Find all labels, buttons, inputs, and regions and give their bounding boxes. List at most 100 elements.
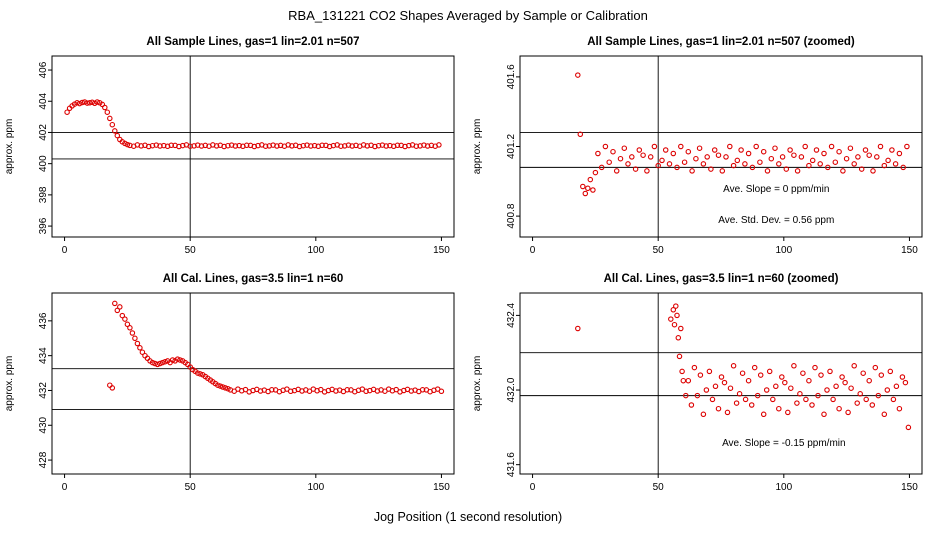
data-point — [806, 377, 812, 384]
data-point — [739, 370, 746, 376]
data-point — [753, 143, 759, 150]
data-point — [197, 371, 203, 377]
figure-title: RBA_131221 CO2 Shapes Averaged by Sample… — [288, 8, 648, 23]
y-tick-label: 432 — [38, 382, 49, 399]
data-point — [617, 155, 624, 162]
data-point — [666, 161, 673, 167]
y-tick-label: 432.4 — [506, 302, 517, 327]
data-point — [785, 409, 791, 416]
data-point — [800, 370, 806, 376]
data-point — [791, 363, 797, 369]
data-point — [187, 143, 193, 149]
data-point — [124, 141, 131, 148]
data-point — [590, 187, 596, 193]
data-point — [102, 104, 108, 111]
data-point — [668, 316, 674, 322]
data-point — [860, 370, 866, 376]
data-point — [757, 159, 763, 165]
data-point — [704, 154, 710, 160]
data-point — [813, 147, 820, 153]
data-point — [892, 161, 899, 167]
data-point — [134, 340, 141, 347]
data-point — [896, 150, 903, 157]
data-point — [896, 405, 903, 412]
panel-svg: All Cal. Lines, gas=3.5 lin=1 n=60 approx… — [4, 273, 455, 493]
data-point — [900, 164, 906, 171]
data-point — [670, 150, 677, 157]
data-point — [688, 402, 695, 408]
y-tick-label: 396 — [38, 217, 49, 234]
data-point — [803, 396, 809, 403]
data-point — [194, 370, 201, 376]
data-point — [847, 145, 854, 151]
data-point — [881, 411, 888, 418]
data-point — [776, 161, 782, 167]
data-point — [887, 368, 894, 375]
data-point — [827, 368, 833, 375]
y-tick-label: 400 — [38, 155, 49, 172]
data-point — [738, 147, 744, 153]
data-point — [678, 325, 684, 332]
data-point — [877, 143, 884, 150]
data-point — [625, 161, 631, 167]
data-point — [730, 363, 737, 369]
data-point — [300, 142, 307, 149]
data-point — [236, 142, 242, 149]
data-point — [232, 143, 239, 149]
x-tick-label: 50 — [653, 482, 665, 493]
data-point — [582, 190, 589, 197]
data-point — [840, 168, 846, 174]
data-point — [889, 147, 895, 153]
plot-box — [51, 292, 455, 475]
data-point — [580, 183, 586, 190]
y-tick-label: 430 — [38, 416, 49, 433]
data-point — [84, 100, 90, 106]
panel-sample-full: All Sample Lines, gas=1 lin=2.01 n=507 ap… — [0, 30, 468, 267]
data-point — [655, 162, 661, 169]
data-point — [890, 396, 897, 403]
data-point — [610, 148, 616, 155]
x-tick-label: 0 — [62, 482, 68, 493]
y-tick-label: 400.8 — [506, 203, 517, 228]
data-point — [783, 166, 790, 172]
x-tick-label: 50 — [185, 245, 197, 256]
data-point — [751, 364, 758, 371]
data-point — [708, 166, 714, 172]
y-tick-label: 406 — [38, 61, 49, 78]
data-point — [821, 150, 827, 157]
data-point — [855, 154, 861, 160]
data-point — [866, 152, 872, 158]
y-tick-label: 401.2 — [506, 134, 517, 159]
data-point — [577, 131, 584, 138]
data-point — [794, 400, 800, 406]
y-tick-label: 434 — [38, 347, 49, 364]
data-point — [308, 143, 314, 149]
data-point — [137, 345, 143, 351]
data-point — [673, 303, 679, 309]
data-points — [575, 72, 910, 197]
data-point — [748, 402, 755, 408]
data-point — [845, 409, 851, 416]
data-point — [875, 392, 882, 399]
data-point — [114, 307, 121, 314]
data-point — [742, 396, 749, 403]
data-point — [595, 150, 601, 157]
data-point — [706, 368, 713, 375]
data-point — [644, 168, 650, 174]
data-point — [74, 100, 80, 106]
data-point — [881, 162, 888, 169]
data-point — [766, 368, 773, 375]
data-point — [89, 99, 95, 106]
panel-sample-zoomed: All Sample Lines, gas=1 lin=2.01 n=507 (… — [468, 30, 936, 267]
data-point — [659, 157, 665, 164]
data-point — [742, 161, 748, 167]
data-point — [587, 176, 594, 183]
data-point — [764, 168, 771, 174]
data-point — [86, 100, 93, 106]
data-point — [191, 143, 197, 149]
data-point — [157, 143, 163, 149]
data-point — [715, 152, 722, 158]
data-point — [217, 383, 224, 389]
data-point — [851, 161, 857, 167]
